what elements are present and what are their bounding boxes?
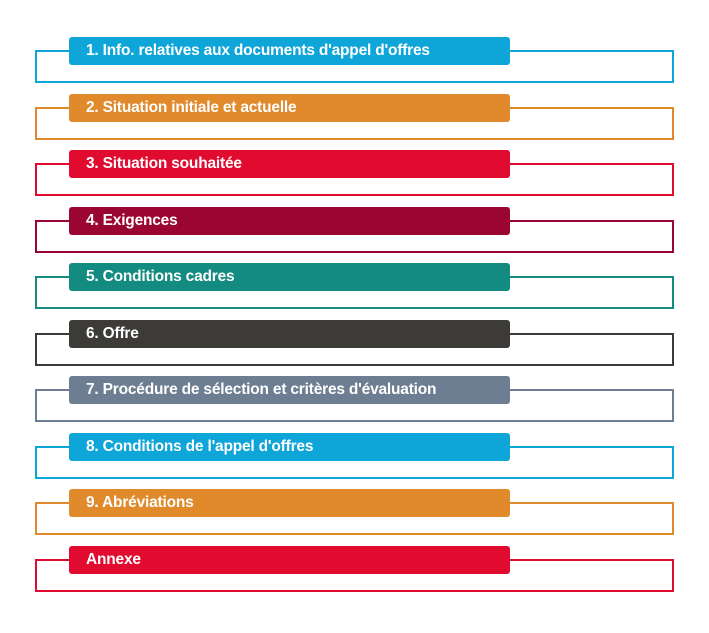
section-label[interactable]: 9. Abréviations [69, 489, 510, 517]
section-label[interactable]: 7. Procédure de sélection et critères d'… [69, 376, 510, 404]
section-item[interactable]: 5. Conditions cadres [35, 263, 674, 309]
section-item[interactable]: 1. Info. relatives aux documents d'appel… [35, 37, 674, 83]
section-label[interactable]: 6. Offre [69, 320, 510, 348]
section-label[interactable]: 3. Situation souhaitée [69, 150, 510, 178]
section-item[interactable]: 8. Conditions de l'appel d'offres [35, 433, 674, 479]
section-label[interactable]: 2. Situation initiale et actuelle [69, 94, 510, 122]
section-item[interactable]: 6. Offre [35, 320, 674, 366]
section-label[interactable]: 8. Conditions de l'appel d'offres [69, 433, 510, 461]
section-item[interactable]: 9. Abréviations [35, 489, 674, 535]
section-item[interactable]: 2. Situation initiale et actuelle [35, 94, 674, 140]
section-label[interactable]: 4. Exigences [69, 207, 510, 235]
section-item[interactable]: Annexe [35, 546, 674, 592]
section-label[interactable]: 1. Info. relatives aux documents d'appel… [69, 37, 510, 65]
section-item[interactable]: 7. Procédure de sélection et critères d'… [35, 376, 674, 422]
section-label[interactable]: 5. Conditions cadres [69, 263, 510, 291]
section-label[interactable]: Annexe [69, 546, 510, 574]
section-item[interactable]: 3. Situation souhaitée [35, 150, 674, 196]
section-item[interactable]: 4. Exigences [35, 207, 674, 253]
